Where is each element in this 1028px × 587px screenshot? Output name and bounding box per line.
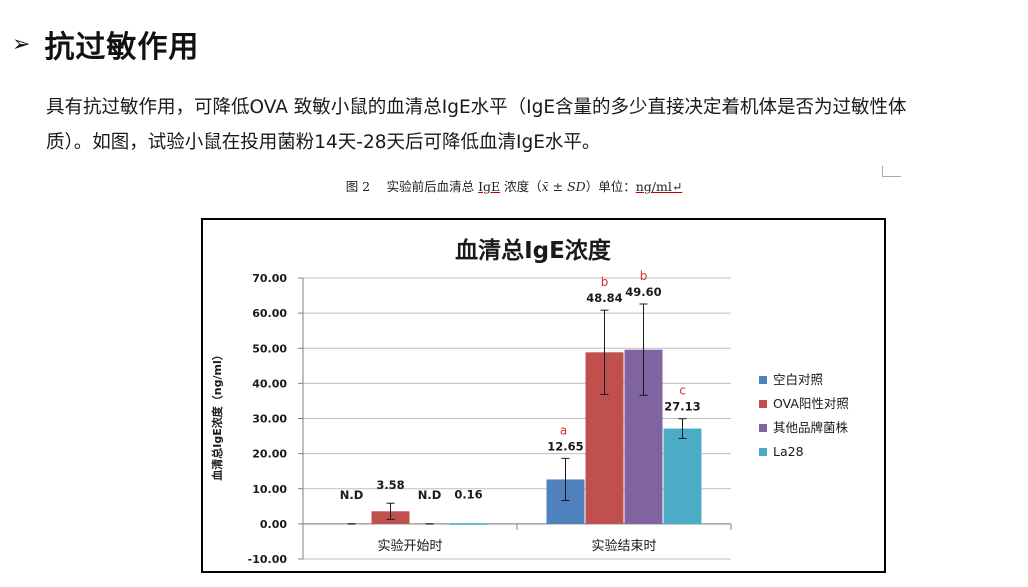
- caption-mid: 浓度（: [500, 179, 542, 194]
- data-label: 49.60: [625, 285, 661, 299]
- corner-mark-icon: [882, 166, 901, 177]
- y-tick-label: 0.00: [260, 518, 287, 531]
- caption-stat: x̄ ± SD: [541, 179, 586, 194]
- caption-suffix: ）单位：: [585, 179, 636, 194]
- y-tick-label: 20.00: [252, 448, 287, 461]
- y-axis-label: 血清总IgE浓度（ng/ml）: [210, 349, 224, 480]
- legend-label: 其他品牌菌株: [773, 420, 849, 435]
- description-paragraph: 具有抗过敏作用，可降低OVA 致敏小鼠的血清总IgE水平（IgE含量的多少直接决…: [46, 90, 1021, 160]
- y-tick-label: 10.00: [252, 483, 287, 496]
- legend-swatch: [759, 376, 767, 384]
- legend-label: La28: [773, 444, 804, 459]
- data-label: 3.58: [376, 478, 404, 492]
- x-category-label: 实验开始时: [377, 538, 442, 554]
- significance-label: b: [601, 275, 609, 289]
- section-title: 抗过敏作用: [44, 30, 200, 65]
- y-tick-label: 30.00: [252, 413, 287, 426]
- x-category-label: 实验结束时: [591, 538, 656, 554]
- bar: [663, 428, 702, 524]
- bar-chart: 血清总IgE浓度 血清总IgE浓度（ng/ml） -10.00 0.00 10.00…: [210, 237, 849, 566]
- chart-title: 血清总IgE浓度: [455, 237, 612, 264]
- significance-label: b: [640, 269, 648, 283]
- caption-term: IgE: [478, 179, 501, 194]
- legend-label: OVA阳性对照: [773, 396, 849, 411]
- bar: [449, 523, 488, 525]
- significance-label: a: [560, 423, 567, 437]
- y-tick-label: -10.00: [248, 553, 288, 566]
- caption-unit: ng/ml↵: [635, 179, 683, 194]
- legend-swatch: [759, 400, 767, 408]
- caption-prefix: 图 2 实验前后血清总: [345, 179, 479, 194]
- section-heading: ➢ 抗过敏作用: [12, 22, 199, 66]
- arrow-bullet-icon: ➢: [12, 31, 31, 57]
- legend-swatch: [759, 424, 767, 432]
- legend-swatch: [759, 448, 767, 456]
- data-label: 48.84: [586, 291, 622, 305]
- data-label: 0.16: [454, 487, 482, 501]
- legend-label: 空白对照: [773, 372, 823, 387]
- significance-label: c: [679, 384, 686, 398]
- chart-container: 血清总IgE浓度 血清总IgE浓度（ng/ml） -10.00 0.00 10.00…: [201, 218, 886, 573]
- paragraph-line-1: 具有抗过敏作用，可降低OVA 致敏小鼠的血清总IgE水平（IgE含量的多少直接决…: [46, 97, 907, 118]
- data-label: N.D: [418, 488, 442, 502]
- data-label: 27.13: [664, 400, 700, 414]
- y-tick-label: 40.00: [252, 377, 287, 390]
- y-tick-label: 60.00: [252, 307, 287, 320]
- data-label: 12.65: [547, 439, 583, 453]
- y-tick-label: 70.00: [252, 272, 287, 285]
- data-label: N.D: [340, 488, 364, 502]
- figure-caption: 图 2 实验前后血清总 IgE 浓度（x̄ ± SD）单位：ng/ml↵: [0, 176, 1028, 195]
- paragraph-line-2: 质）。如图，试验小鼠在投用菌粉14天-28天后可降低血清IgE水平。: [46, 132, 601, 153]
- y-tick-label: 50.00: [252, 342, 287, 355]
